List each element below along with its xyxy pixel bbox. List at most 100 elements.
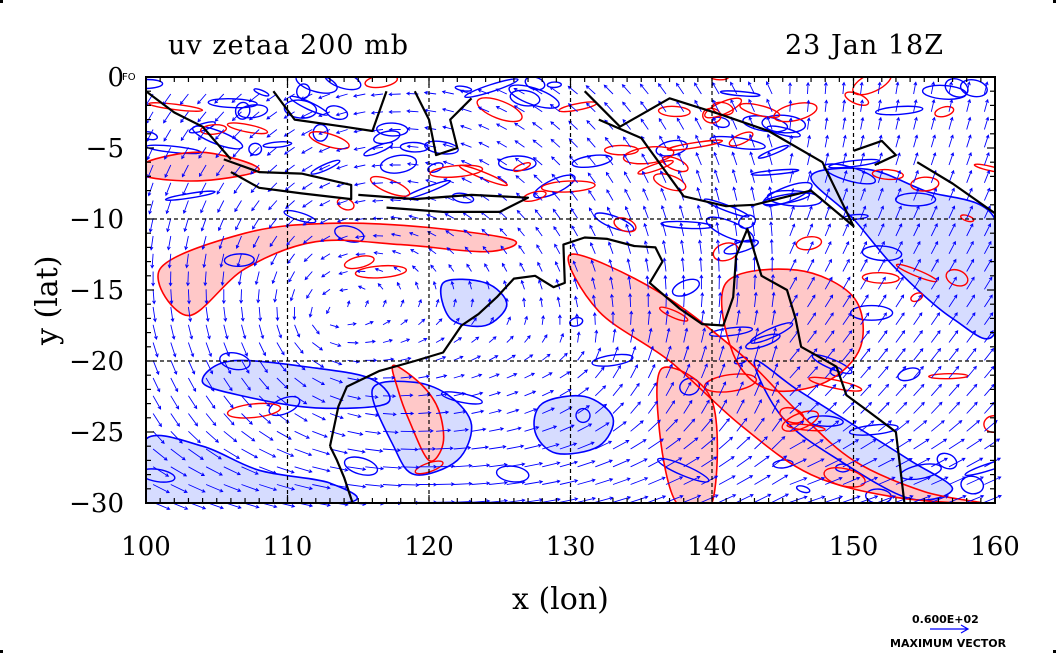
wind-vector bbox=[966, 476, 984, 485]
wind-vector bbox=[329, 377, 344, 384]
wind-vector bbox=[842, 330, 853, 343]
wind-vector bbox=[628, 292, 632, 308]
wind-vector bbox=[624, 205, 632, 219]
wind-vector bbox=[895, 169, 902, 183]
positive-contour bbox=[567, 253, 982, 503]
wind-vector bbox=[683, 381, 692, 397]
negative-contour bbox=[325, 105, 349, 121]
wind-vector bbox=[930, 134, 937, 148]
wind-vector bbox=[418, 447, 437, 451]
wind-vector bbox=[680, 257, 685, 272]
wind-vector bbox=[930, 152, 937, 166]
wind-vector bbox=[335, 129, 348, 135]
negative-contour bbox=[761, 114, 807, 134]
wind-vector bbox=[682, 292, 687, 308]
wind-vector bbox=[842, 276, 851, 290]
wind-vector bbox=[329, 466, 349, 472]
wind-vector bbox=[718, 345, 725, 361]
wind-vector bbox=[201, 235, 207, 251]
wind-vector bbox=[572, 242, 579, 254]
wind-vector bbox=[683, 327, 689, 343]
wind-vector bbox=[200, 200, 207, 214]
wind-vector bbox=[731, 134, 738, 148]
wind-vector bbox=[700, 363, 708, 379]
wind-vector bbox=[559, 479, 579, 485]
wind-vector bbox=[913, 152, 919, 166]
wind-vector bbox=[966, 258, 975, 272]
negative-contour bbox=[936, 452, 958, 470]
wind-vector bbox=[400, 483, 420, 487]
wind-vector bbox=[842, 476, 861, 485]
wind-vector bbox=[771, 474, 789, 485]
wind-vector bbox=[750, 186, 755, 201]
wind-vector bbox=[241, 342, 248, 357]
wind-vector bbox=[542, 425, 558, 432]
wind-vector bbox=[220, 271, 225, 287]
wind-vector bbox=[554, 261, 561, 272]
wind-vector bbox=[516, 209, 525, 219]
x-tick-label: 150 bbox=[829, 532, 879, 562]
wind-vector bbox=[948, 258, 957, 272]
wind-vector bbox=[318, 182, 331, 189]
negative-contour bbox=[283, 99, 318, 119]
wind-vector bbox=[152, 466, 170, 477]
wind-vector bbox=[948, 476, 967, 485]
wind-vector bbox=[607, 223, 614, 237]
wind-vector bbox=[389, 180, 401, 185]
wind-vector bbox=[551, 156, 561, 166]
wind-vector bbox=[489, 427, 505, 432]
wind-vector bbox=[841, 81, 846, 95]
wind-vector bbox=[236, 253, 242, 268]
wind-vector bbox=[665, 476, 684, 485]
wind-vector bbox=[842, 458, 860, 468]
wind-vector bbox=[930, 223, 938, 237]
negative-contour bbox=[146, 144, 202, 155]
wind-vector bbox=[319, 200, 331, 207]
wind-vector bbox=[824, 223, 831, 237]
wind-vector bbox=[221, 289, 226, 305]
wind-vector bbox=[355, 252, 366, 257]
negative-contour bbox=[399, 141, 429, 153]
wind-vector bbox=[240, 306, 245, 322]
wind-vector bbox=[630, 401, 641, 414]
wind-vector bbox=[258, 324, 265, 340]
wind-vector bbox=[441, 107, 454, 113]
wind-vector bbox=[322, 288, 331, 296]
wind-vector bbox=[259, 448, 277, 458]
wind-vector bbox=[436, 482, 456, 487]
wind-vector bbox=[754, 399, 762, 414]
wind-vector bbox=[948, 312, 958, 326]
wind-vector bbox=[877, 81, 882, 95]
wind-vector bbox=[400, 338, 411, 343]
wind-vector bbox=[506, 426, 522, 432]
wind-vector bbox=[254, 271, 260, 286]
wind-vector bbox=[312, 430, 328, 438]
wind-vector bbox=[700, 345, 707, 361]
positive-contour bbox=[666, 139, 724, 151]
wind-vector bbox=[612, 440, 630, 450]
coastline bbox=[272, 90, 388, 133]
wind-vector bbox=[695, 152, 702, 166]
wind-vector bbox=[789, 134, 794, 148]
wind-vector bbox=[983, 223, 992, 237]
wind-vector bbox=[301, 146, 313, 154]
wind-vector bbox=[948, 99, 954, 112]
wind-vector bbox=[524, 480, 544, 485]
negative-contour bbox=[766, 125, 801, 138]
wind-vector bbox=[913, 365, 924, 379]
wind-vector bbox=[388, 163, 401, 167]
wind-vector bbox=[164, 164, 172, 178]
wind-vector bbox=[948, 457, 966, 468]
wind-vector bbox=[984, 294, 993, 308]
negative-contour bbox=[219, 352, 251, 371]
wind-vector bbox=[388, 145, 401, 150]
wind-vector bbox=[197, 129, 207, 141]
wind-vector bbox=[807, 258, 815, 272]
wind-vector bbox=[587, 154, 596, 166]
wind-vector bbox=[216, 182, 225, 195]
wind-vector bbox=[169, 289, 174, 305]
wind-vector bbox=[329, 324, 340, 329]
wind-vector bbox=[353, 182, 366, 187]
wind-vector bbox=[259, 484, 278, 492]
